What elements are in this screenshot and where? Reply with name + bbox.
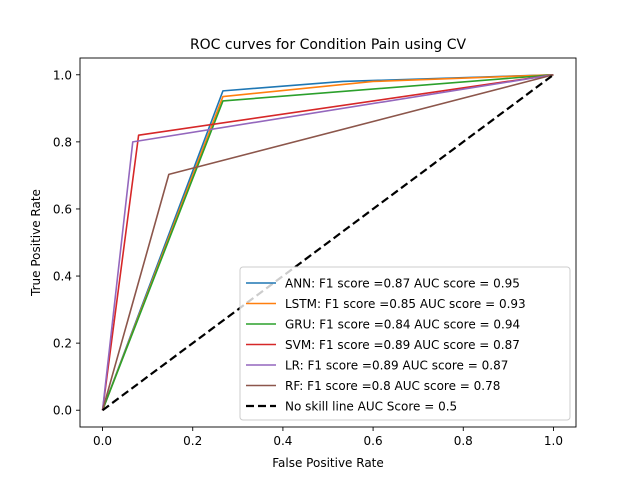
roc-line-gru bbox=[101, 73, 554, 411]
chart-title: ROC curves for Condition Pain using CV bbox=[190, 37, 467, 53]
legend-label: LSTM: F1 score =0.85 AUC score = 0.93 bbox=[285, 297, 526, 311]
y-axis-ticks: 0.0 0.2 0.4 0.6 0.8 1.0 bbox=[53, 68, 80, 418]
y-axis-label: True Positive Rate bbox=[29, 189, 43, 297]
plot-area bbox=[79, 57, 577, 428]
y-tick-label: 0.4 bbox=[53, 270, 72, 284]
legend: ANN: F1 score =0.87 AUC score = 0.95 LSTM… bbox=[239, 266, 571, 421]
legend-label: SVM: F1 score =0.89 AUC score = 0.87 bbox=[285, 338, 520, 352]
x-tick-label: 0.6 bbox=[364, 434, 383, 448]
legend-box bbox=[239, 266, 571, 421]
legend-label: RF: F1 score =0.8 AUC score = 0.78 bbox=[285, 379, 500, 393]
series-layer bbox=[101, 73, 555, 412]
x-tick-label: 0.0 bbox=[93, 434, 112, 448]
legend-label: LR: F1 score =0.89 AUC score = 0.87 bbox=[285, 359, 508, 373]
y-tick-label: 1.0 bbox=[53, 68, 72, 82]
x-tick-label: 0.4 bbox=[273, 434, 292, 448]
y-tick-label: 0.8 bbox=[53, 135, 72, 149]
x-axis-label: False Positive Rate bbox=[272, 456, 384, 470]
roc-line-lr bbox=[101, 73, 554, 411]
y-tick-label: 0.0 bbox=[53, 404, 72, 418]
x-axis-ticks: 0.0 0.2 0.4 0.6 0.8 1.0 bbox=[93, 427, 563, 448]
roc-line-no bbox=[101, 73, 555, 412]
y-tick-label: 0.6 bbox=[53, 202, 72, 216]
plot-frame bbox=[79, 57, 577, 428]
roc-line-svm bbox=[101, 73, 554, 411]
x-tick-label: 0.8 bbox=[454, 434, 473, 448]
x-tick-label: 1.0 bbox=[544, 434, 563, 448]
x-tick-label: 0.2 bbox=[183, 434, 202, 448]
y-tick-label: 0.2 bbox=[53, 337, 72, 351]
legend-label: GRU: F1 score =0.84 AUC score = 0.94 bbox=[285, 318, 520, 332]
legend-label: No skill line AUC Score = 0.5 bbox=[285, 400, 457, 414]
legend-label: ANN: F1 score =0.87 AUC score = 0.95 bbox=[285, 277, 520, 291]
roc-line-rf bbox=[101, 73, 554, 411]
